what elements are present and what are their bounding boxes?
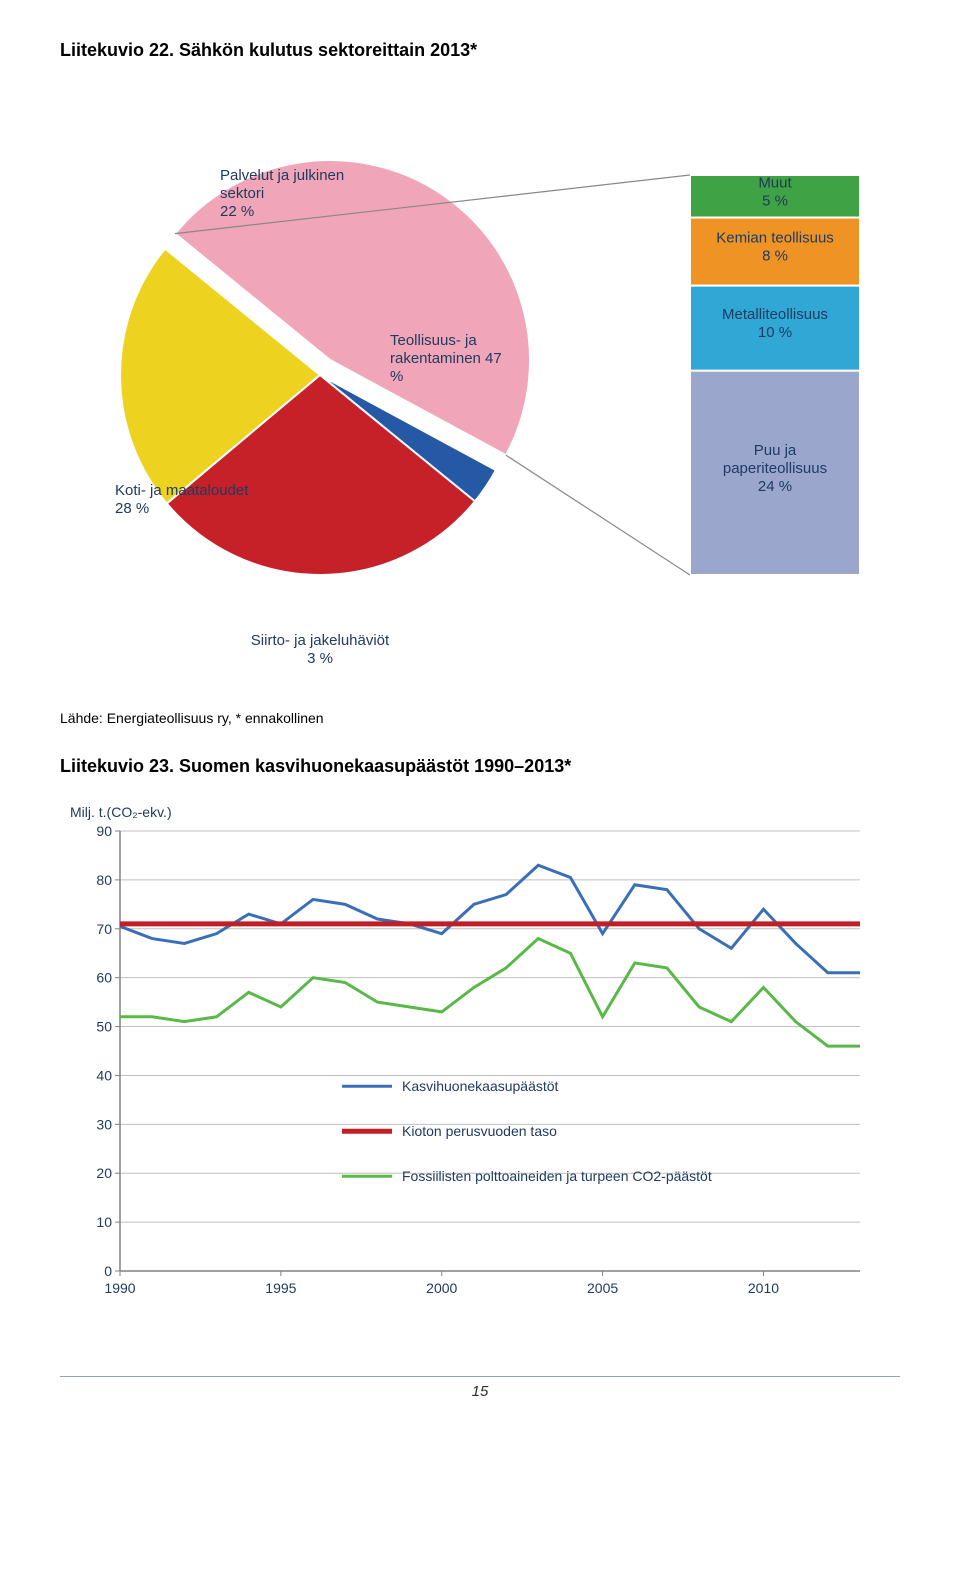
figure22-source: Lähde: Energiateollisuus ry, * ennakolli…	[60, 710, 900, 726]
ytick: 10	[96, 1214, 112, 1230]
ytick: 90	[96, 823, 112, 839]
page-footer: 15	[60, 1376, 900, 1400]
xtick: 2000	[426, 1280, 457, 1296]
line-series-kasvi	[120, 865, 860, 973]
ytick: 20	[96, 1165, 112, 1181]
pie-label-siirto: Siirto- ja jakeluhäviöt3 %	[251, 632, 390, 667]
legend-label-kasvi: Kasvihuonekaasupäästöt	[402, 1078, 559, 1094]
legend-label-kioto: Kioton perusvuoden taso	[402, 1123, 557, 1139]
ytick: 50	[96, 1019, 112, 1035]
line-series-fossiili	[120, 939, 860, 1047]
figure22-title: Liitekuvio 22. Sähkön kulutus sektoreitt…	[60, 40, 900, 61]
figure22-chart: Palvelut ja julkinensektori22 %Teollisuu…	[60, 75, 880, 700]
xtick: 2005	[587, 1280, 618, 1296]
ytick: 40	[96, 1067, 112, 1083]
pie-chart-svg: Palvelut ja julkinensektori22 %Teollisuu…	[60, 75, 880, 695]
ytick: 70	[96, 921, 112, 937]
bar-label-muut: Muut5 %	[758, 174, 792, 209]
ytick: 80	[96, 872, 112, 888]
xtick: 1995	[265, 1280, 296, 1296]
figure23-title: Liitekuvio 23. Suomen kasvihuonekaasupää…	[60, 756, 900, 777]
page-number: 15	[472, 1383, 489, 1400]
page-container: Liitekuvio 22. Sähkön kulutus sektoreitt…	[0, 0, 960, 1430]
line-chart-svg: Milj. t.(CO₂-ekv.) 0 10 20 30 40 50 60 70 80 90 199…	[60, 791, 880, 1311]
ytick: 30	[96, 1116, 112, 1132]
connector-bottom	[506, 455, 690, 575]
ytick: 60	[96, 970, 112, 986]
xtick: 1990	[104, 1280, 135, 1296]
y-title: Milj. t.(CO₂-ekv.)	[70, 804, 172, 820]
xtick: 2010	[748, 1280, 779, 1296]
legend-label-fossiili: Fossiilisten polttoaineiden ja turpeen C…	[402, 1168, 712, 1184]
ytick: 0	[104, 1263, 112, 1279]
figure23-chart: Milj. t.(CO₂-ekv.) 0 10 20 30 40 50 60 70 80 90 199…	[60, 791, 880, 1316]
